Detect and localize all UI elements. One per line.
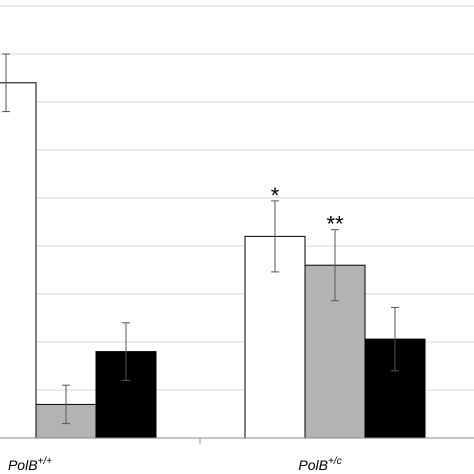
error-bar-series0-cat1 xyxy=(271,200,279,273)
error-bar-series0-cat0 xyxy=(2,53,10,113)
error-bars xyxy=(2,53,399,425)
category-label-base: PolB xyxy=(8,457,38,473)
error-bar-series2-cat0 xyxy=(122,322,130,381)
significance-marker-0: * xyxy=(271,183,280,208)
category-label-0: PolB+/+ xyxy=(8,456,52,473)
error-bar-series2-cat1 xyxy=(391,306,399,372)
error-bar-series1-cat0 xyxy=(62,384,70,425)
category-labels: PolB+/+ PolB+/c xyxy=(8,456,342,473)
gridlines xyxy=(0,5,474,391)
category-label-superscript: +/+ xyxy=(38,456,53,467)
category-label-superscript: +/c xyxy=(328,456,342,467)
significance-marker-1: ** xyxy=(326,212,344,237)
error-bar-series1-cat1 xyxy=(331,229,339,302)
category-label-1: PolB+/c xyxy=(298,456,341,473)
category-label-base: PolB xyxy=(298,457,328,473)
bar-series0-cat0 xyxy=(0,82,37,439)
significance-markers: *** xyxy=(271,183,344,237)
